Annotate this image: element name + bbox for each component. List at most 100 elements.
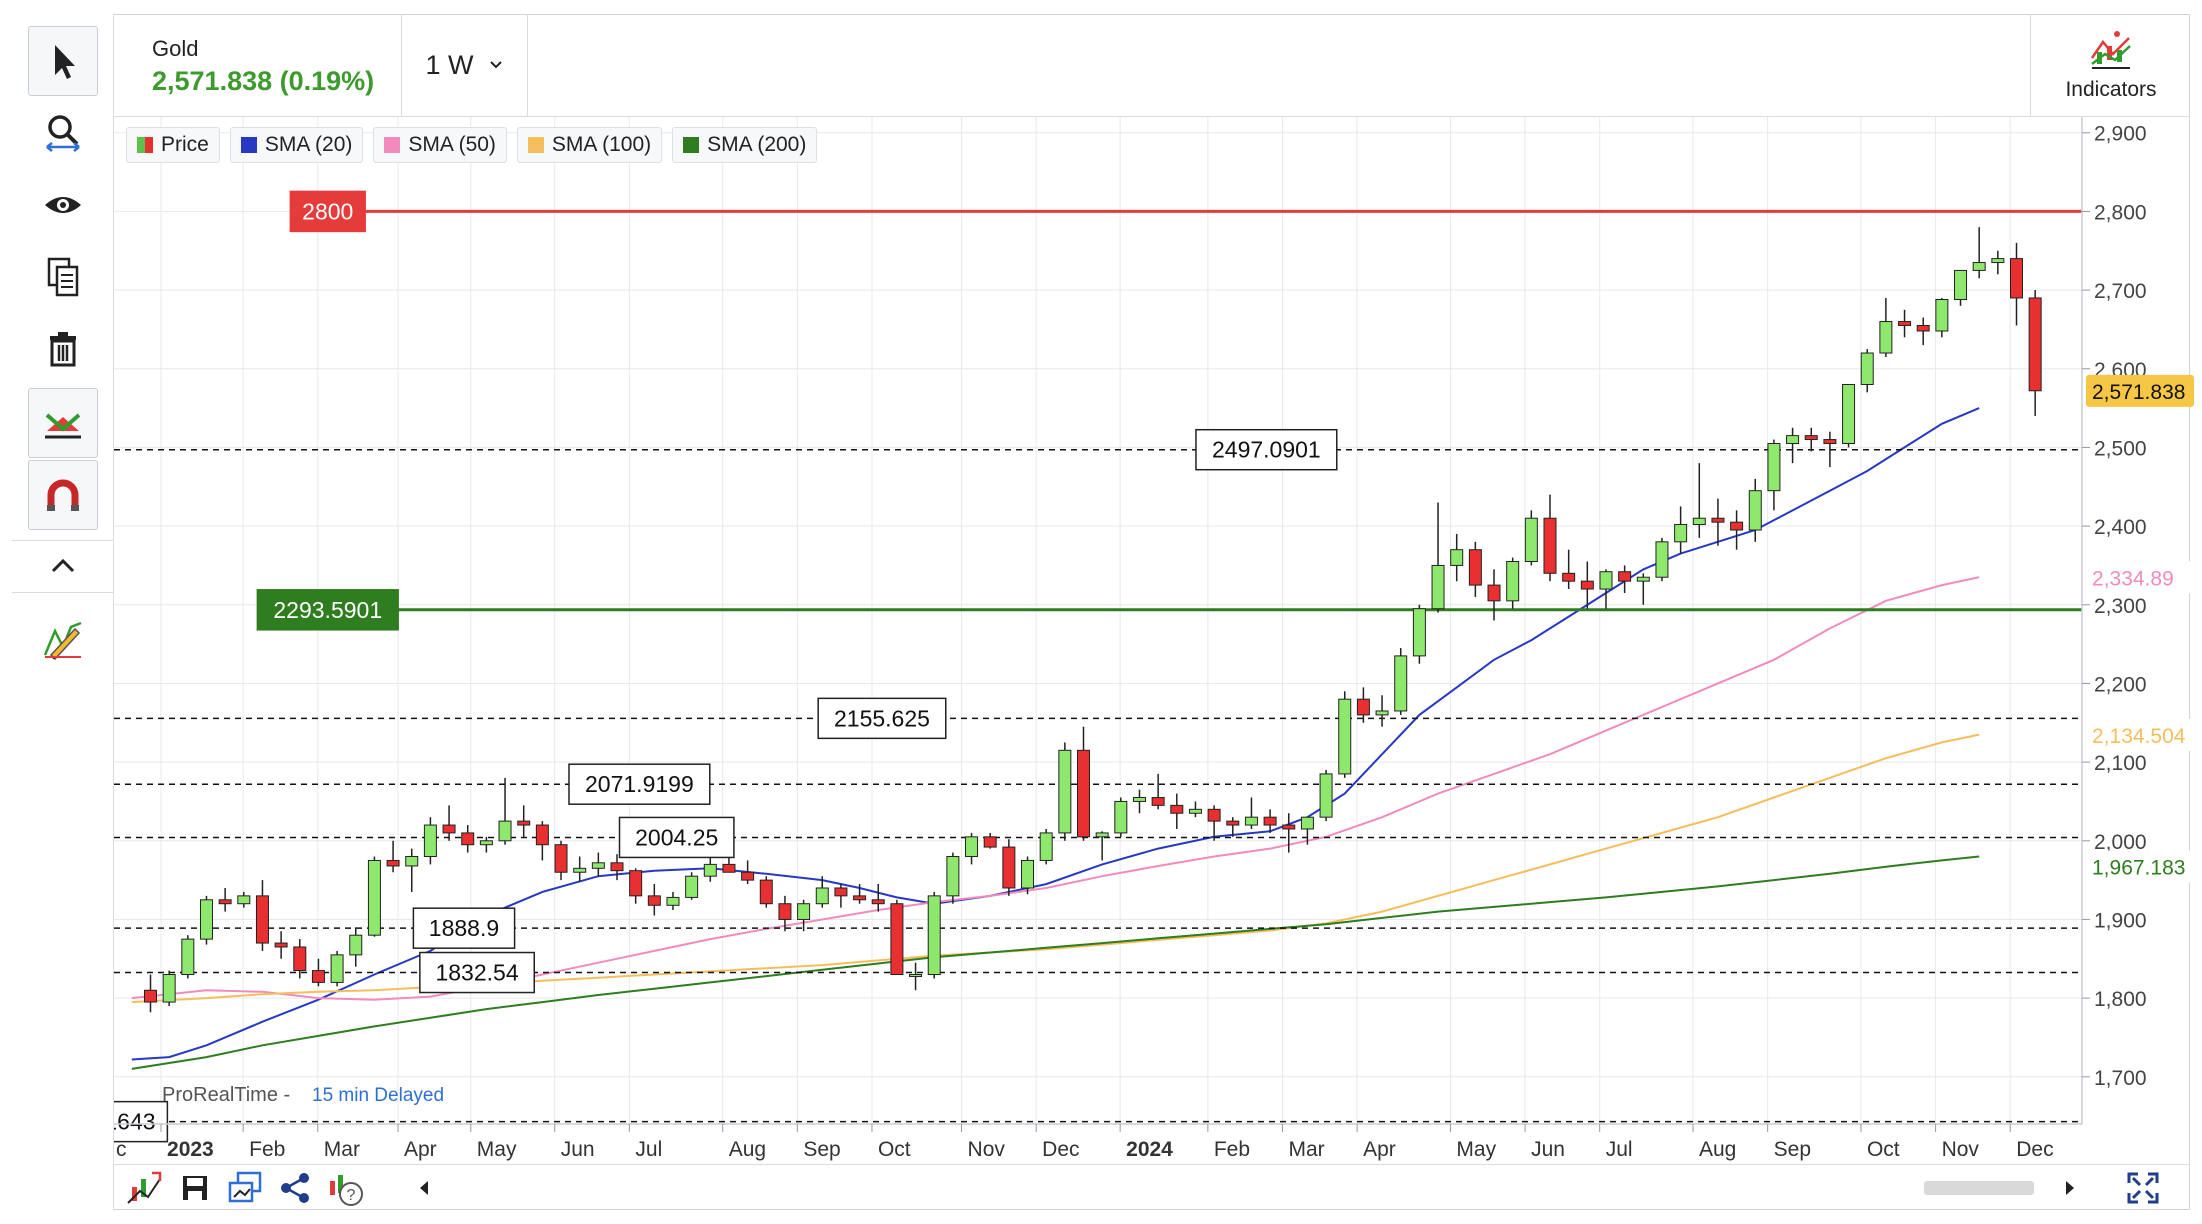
level-label: 2800 [289, 190, 366, 233]
legend-label: SMA (200) [707, 133, 807, 156]
candle-body [1562, 572, 1576, 582]
level-label: 2293.5901 [256, 589, 399, 631]
level-label-box [817, 697, 947, 740]
legend-swatch [137, 137, 153, 153]
candle [1972, 227, 1986, 279]
candle-body [479, 840, 493, 846]
save-button[interactable] [176, 1169, 214, 1207]
timeframe-value: 1 W [425, 49, 474, 80]
candle-body [1170, 804, 1184, 814]
candle [1506, 557, 1520, 609]
horizontal-scrollbar[interactable] [1924, 1181, 2034, 1195]
prorealtime-watermark: ProRealTime - 15 min Delayed [162, 1084, 444, 1106]
copy-tool-button[interactable] [28, 242, 98, 312]
share-button[interactable] [276, 1169, 314, 1207]
legend-item[interactable]: SMA (200) [672, 127, 818, 163]
svg-text:?: ? [347, 1187, 356, 1204]
candle [405, 848, 419, 892]
x-tick-label: Aug [729, 1138, 766, 1161]
candle [479, 836, 493, 853]
collapse-tools-button[interactable] [28, 544, 98, 590]
candle-body [349, 934, 363, 956]
add-chart-icon [127, 1171, 162, 1204]
level-label-text: 1832.54 [435, 960, 518, 986]
candle-body [1580, 580, 1594, 590]
candle [685, 872, 699, 900]
scroll-left-button[interactable] [406, 1169, 444, 1207]
instrument-panel[interactable]: Gold 2,571.838 (0.19%) [114, 14, 402, 116]
delete-tool-button[interactable] [28, 314, 98, 384]
candle [293, 939, 307, 979]
pointer-icon [55, 45, 75, 79]
legend-item[interactable]: Price [126, 127, 220, 163]
left-toolbar [12, 14, 114, 1210]
share-icon [281, 1173, 309, 1203]
candle [1170, 793, 1184, 829]
candle-body [1207, 808, 1221, 822]
scroll-right-button[interactable] [2050, 1169, 2088, 1207]
add-chart-button[interactable] [126, 1169, 164, 1207]
candle-body [442, 824, 456, 834]
candle [554, 840, 568, 881]
candle-body [1506, 560, 1520, 602]
zoom-tool-button[interactable] [28, 98, 98, 168]
y-tick-label: 2,200 [2094, 673, 2147, 696]
candle [1431, 502, 1445, 613]
visibility-tool-button[interactable] [28, 170, 98, 240]
candle-body [535, 824, 549, 846]
candle [1151, 773, 1165, 810]
candles [144, 227, 2042, 1013]
caret-right-icon [2066, 1181, 2074, 1195]
level-label: 2004.25 [618, 816, 735, 859]
candle-body [218, 899, 232, 905]
fullscreen-icon [2127, 1172, 2159, 1204]
candle [834, 884, 848, 908]
candle [946, 852, 960, 904]
draw-tools-button[interactable] [28, 604, 98, 674]
chart-style-button[interactable] [28, 388, 98, 458]
candle [1263, 809, 1277, 833]
help-button[interactable]: ? [326, 1169, 364, 1207]
candle-body [909, 974, 923, 978]
candle [255, 880, 269, 951]
eye-icon [45, 197, 81, 213]
candle-body [1095, 832, 1109, 838]
x-tick-label: Jun [1531, 1138, 1565, 1161]
level-label: 2071.9199 [568, 763, 711, 805]
candle-body [255, 895, 269, 944]
candle-body [834, 887, 848, 897]
pointer-tool-button[interactable] [28, 26, 98, 96]
legend-item[interactable]: SMA (50) [373, 127, 507, 163]
copy-icon [47, 257, 79, 297]
y-tick-label: 1,900 [2094, 909, 2147, 932]
timeframe-selector[interactable]: 1 W [402, 14, 528, 116]
indicators-button[interactable]: Indicators [2030, 14, 2190, 116]
candle-body [946, 856, 960, 897]
legend-item[interactable]: SMA (100) [516, 127, 663, 163]
level-label-box [568, 763, 711, 805]
axis-value-label: 2,334.89 [2086, 561, 2194, 594]
level-label-text: 2497.0901 [1212, 437, 1321, 463]
candle-body [1730, 521, 1744, 531]
candle [890, 899, 904, 976]
candle-body [386, 859, 400, 867]
legend-swatch [527, 137, 544, 153]
candle-body [927, 895, 941, 976]
fullscreen-button[interactable] [2124, 1169, 2162, 1207]
level-label-box [256, 589, 399, 631]
candle-body [1711, 517, 1725, 523]
candle-body [1954, 269, 1968, 301]
candle-body [983, 836, 997, 848]
candle [2010, 242, 2023, 326]
candle [1674, 506, 1688, 554]
layouts-button[interactable] [226, 1169, 264, 1207]
legend-item[interactable]: SMA (20) [229, 127, 364, 163]
candle [1842, 383, 1856, 448]
candle [498, 777, 512, 845]
sma-line [131, 576, 1980, 1001]
candle-body [461, 832, 475, 846]
magnet-button[interactable] [28, 460, 98, 530]
y-tick-label: 2,700 [2094, 280, 2147, 303]
candle-body [367, 859, 381, 936]
